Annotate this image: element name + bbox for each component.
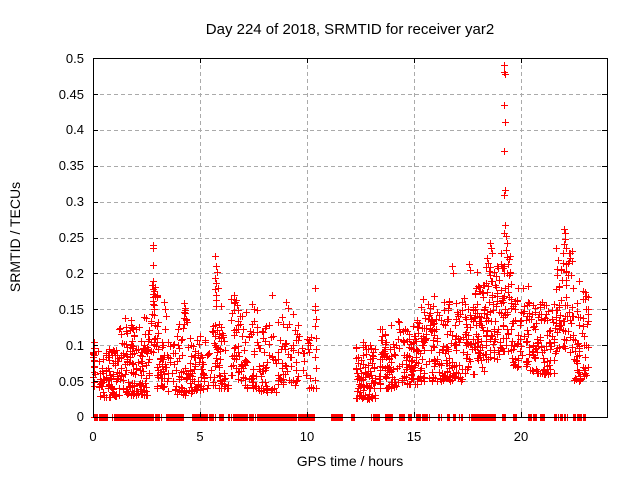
y-tick-label-0: 0 (77, 409, 84, 424)
y-tick-label-5: 0.25 (59, 230, 84, 245)
y-tick-label-4: 0.2 (66, 266, 84, 281)
tick-marks (93, 58, 607, 418)
x-tick-label-1: 5 (196, 429, 203, 444)
x-tick-label-2: 10 (300, 429, 314, 444)
y-tick-label-9: 0.45 (59, 87, 84, 102)
y-tick-label-6: 0.3 (66, 194, 84, 209)
x-tick-label-4: 20 (514, 429, 528, 444)
y-axis-label: SRMTID / TECUs (7, 182, 23, 292)
y-tick-label-1: 0.05 (59, 374, 84, 389)
chart-title: Day 224 of 2018, SRMTID for receiver yar… (206, 21, 494, 38)
x-tick-label-0: 0 (89, 429, 96, 444)
y-tick-label-2: 0.1 (66, 338, 84, 353)
y-tick-label-10: 0.5 (66, 51, 84, 66)
x-axis-label: GPS time / hours (297, 453, 404, 469)
y-tick-label-7: 0.35 (59, 158, 84, 173)
y-tick-label-3: 0.15 (59, 302, 84, 317)
y-tick-label-8: 0.4 (66, 122, 84, 137)
x-tick-label-3: 15 (407, 429, 421, 444)
